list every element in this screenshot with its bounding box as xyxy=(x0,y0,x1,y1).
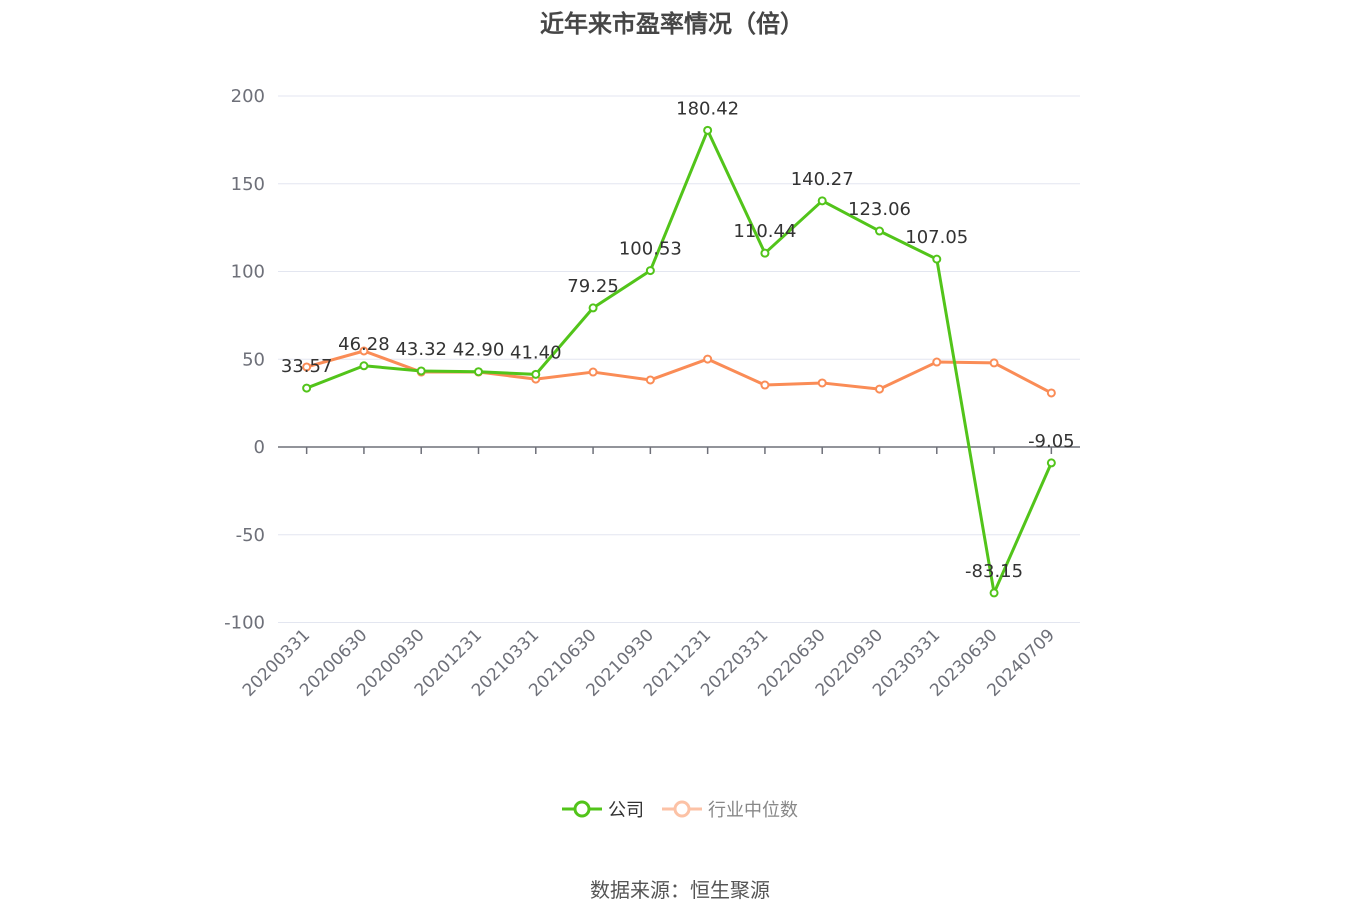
svg-text:180.42: 180.42 xyxy=(676,98,739,119)
svg-text:150: 150 xyxy=(231,174,265,195)
legend-industry-line-circle-icon xyxy=(662,800,702,818)
chart-title: 近年来市盈率情况（倍） xyxy=(540,10,804,38)
svg-text:100.53: 100.53 xyxy=(619,239,682,260)
svg-text:79.25: 79.25 xyxy=(567,276,619,297)
svg-text:-100: -100 xyxy=(224,613,265,634)
legend-item-industry[interactable]: 行业中位数 xyxy=(662,796,798,822)
svg-text:140.27: 140.27 xyxy=(791,169,854,190)
legend-company-label: 公司 xyxy=(608,800,644,821)
line-chart: 200 150 100 50 0 -50 -100 20200331202006302020… xyxy=(224,86,1080,701)
legend: 公司 行业中位数 xyxy=(0,796,1360,822)
svg-text:0: 0 xyxy=(254,437,265,458)
svg-text:33.57: 33.57 xyxy=(281,356,333,377)
legend-item-company[interactable]: 公司 xyxy=(562,796,644,822)
svg-text:200: 200 xyxy=(231,86,265,107)
svg-text:42.90: 42.90 xyxy=(453,340,505,361)
legend-industry-label: 行业中位数 xyxy=(708,800,798,821)
svg-text:46.28: 46.28 xyxy=(338,334,390,355)
svg-text:-83.15: -83.15 xyxy=(965,561,1023,582)
svg-text:123.06: 123.06 xyxy=(848,199,911,220)
svg-text:-50: -50 xyxy=(236,525,265,546)
company-series xyxy=(302,125,1056,598)
svg-text:50: 50 xyxy=(242,349,265,370)
y-axis-labels: 200 150 100 50 0 -50 -100 xyxy=(224,86,265,634)
data-source-note: 数据来源：恒生聚源 xyxy=(590,878,770,902)
grid-lines xyxy=(278,95,1080,623)
x-axis-labels: 2020033120200630202009302020123120210331… xyxy=(239,625,1059,700)
svg-text:110.44: 110.44 xyxy=(733,221,796,242)
svg-text:43.32: 43.32 xyxy=(395,339,447,360)
svg-text:100: 100 xyxy=(231,262,265,283)
x-axis xyxy=(278,446,1080,454)
legend-company-line-circle-icon xyxy=(562,800,602,818)
svg-text:107.05: 107.05 xyxy=(905,227,968,248)
svg-text:41.40: 41.40 xyxy=(510,342,562,363)
svg-text:-9.05: -9.05 xyxy=(1028,431,1075,452)
